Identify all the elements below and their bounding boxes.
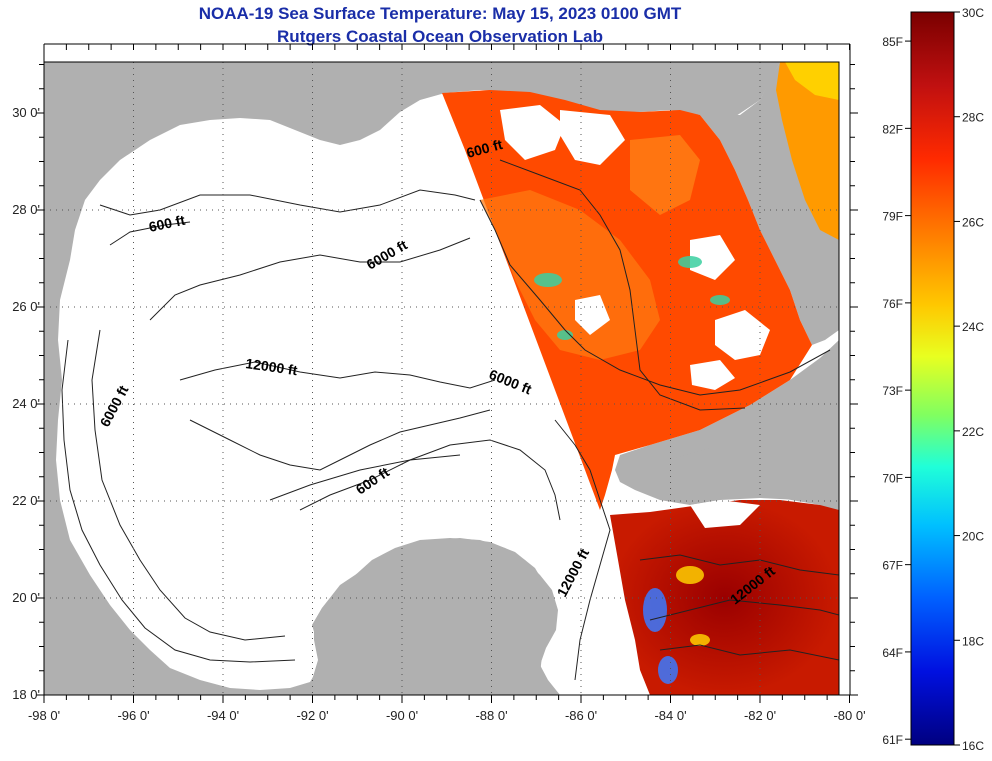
- sst-east-strip: [776, 62, 839, 240]
- lat-tick-label: 22 0': [12, 493, 40, 508]
- bathymetry-contours: [61, 159, 839, 681]
- sst-swath-orange: [480, 190, 660, 360]
- lon-tick-label: -92 0': [296, 708, 328, 723]
- lat-tick-label: 28 0': [12, 202, 40, 217]
- colorbar-celsius-label: 24C: [962, 320, 984, 334]
- cuba-land: [615, 425, 839, 505]
- colorbar: 85F 82F 79F 76F 73F 70F 67F 64F 61F 30C 28C 26C 24C…: [882, 6, 984, 753]
- colorbar-celsius-label: 20C: [962, 530, 984, 544]
- map-subtitle: Rutgers Coastal Ocean Observation Lab: [277, 27, 603, 46]
- colorbar-fahrenheit-label: 73F: [882, 384, 903, 398]
- lon-tick-label: -98 0': [28, 708, 60, 723]
- map-area: [44, 62, 839, 695]
- lon-tick-label: -82 0': [744, 708, 776, 723]
- colorbar-celsius-label: 28C: [962, 111, 984, 125]
- colorbar-fahrenheit-labels: 85F 82F 79F 76F 73F 70F 67F 64F 61F: [882, 35, 911, 747]
- colorbar-fahrenheit-label: 64F: [882, 646, 903, 660]
- colorbar-fahrenheit-label: 61F: [882, 733, 903, 747]
- lon-tick-label: -96 0': [117, 708, 149, 723]
- lat-tick-label: 20 0': [12, 590, 40, 605]
- lat-tick-label: 30 0': [12, 105, 40, 120]
- colorbar-fahrenheit-label: 70F: [882, 471, 903, 485]
- caribbean-cool-spots: [643, 588, 678, 684]
- colorbar-celsius-labels: 30C 28C 26C 24C 22C 20C 18C 16C: [954, 6, 984, 753]
- colorbar-celsius-label: 18C: [962, 634, 984, 648]
- lon-tick-label: -84 0': [654, 708, 686, 723]
- colorbar-celsius-label: 26C: [962, 215, 984, 229]
- cloud-patches: [500, 105, 770, 390]
- colorbar-fahrenheit-label: 79F: [882, 210, 903, 224]
- map-title: NOAA-19 Sea Surface Temperature: May 15,…: [198, 4, 682, 23]
- colorbar-fahrenheit-label: 82F: [882, 122, 903, 136]
- lat-tick-label: 24 0': [12, 396, 40, 411]
- colorbar-celsius-label: 30C: [962, 6, 984, 20]
- lat-tick-label: 18 0': [12, 687, 40, 702]
- lon-tick-label: -80 0': [833, 708, 865, 723]
- colorbar-gradient: [910, 11, 955, 746]
- colorbar-fahrenheit-label: 76F: [882, 297, 903, 311]
- cool-spots: [534, 256, 730, 340]
- colorbar-celsius-label: 22C: [962, 425, 984, 439]
- colorbar-celsius-label: 16C: [962, 739, 984, 753]
- sst-caribbean: [610, 500, 839, 695]
- colorbar-fahrenheit-label: 67F: [882, 559, 903, 573]
- lat-tick-label: 26 0': [12, 299, 40, 314]
- lon-tick-label: -94 0': [207, 708, 239, 723]
- graticule: [44, 62, 839, 695]
- yucatan-land: [300, 538, 554, 695]
- lon-tick-label: -86 0': [565, 708, 597, 723]
- colorbar-fahrenheit-label: 85F: [882, 35, 903, 49]
- contour-label: 12000 ft: [245, 355, 299, 378]
- contour-label: 600 ft: [147, 212, 186, 235]
- sst-swath-orange-2: [630, 135, 700, 215]
- map-axes: -98 0' -96 0' -94 0' -92 0' -90 0' -88 0' -86 …: [12, 43, 866, 723]
- lon-tick-label: -88 0': [475, 708, 507, 723]
- lon-tick-label: -90 0': [386, 708, 418, 723]
